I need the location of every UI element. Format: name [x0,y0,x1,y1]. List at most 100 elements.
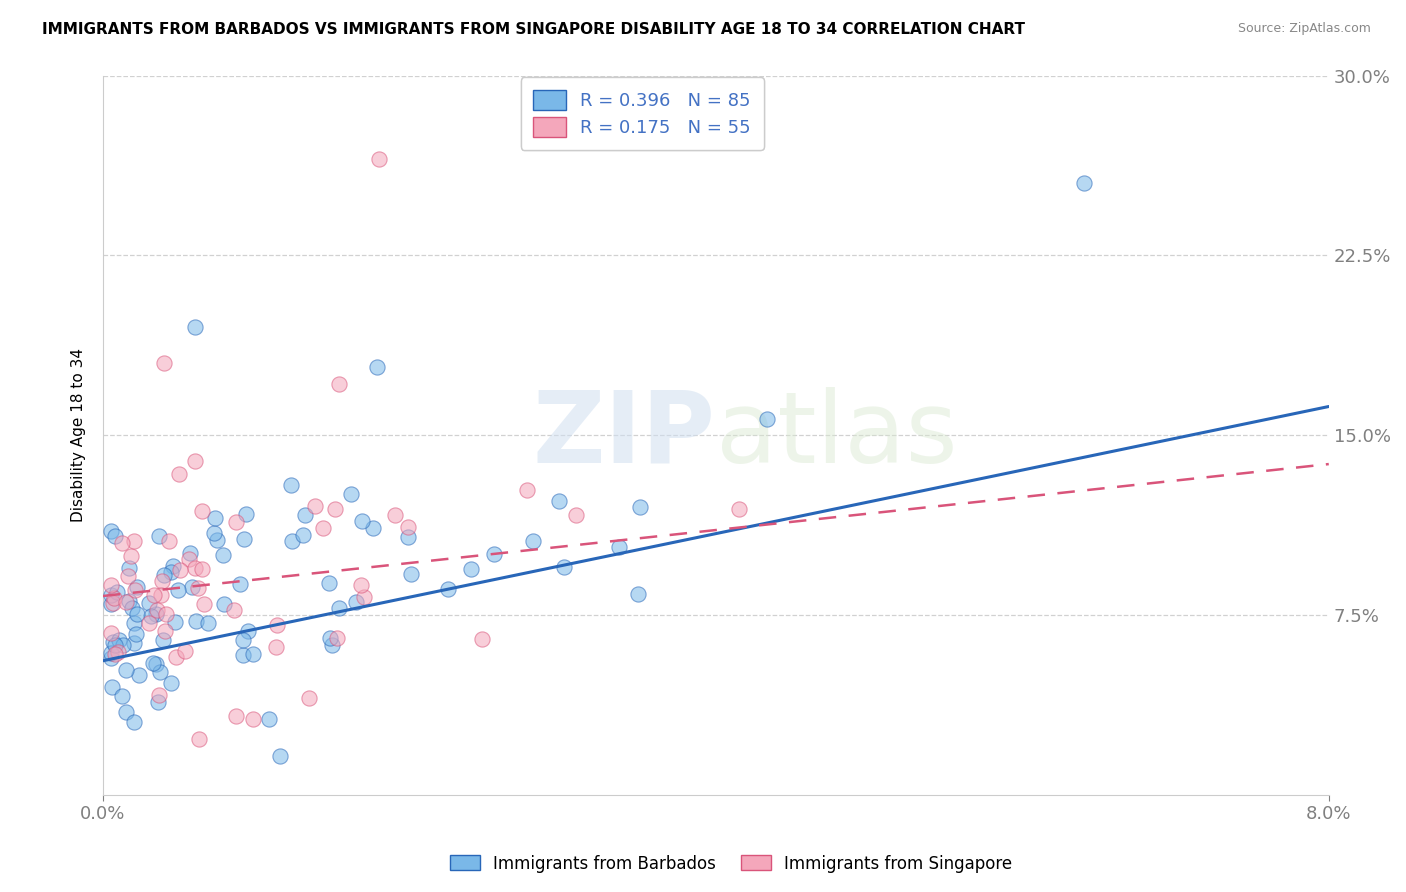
Text: atlas: atlas [716,387,957,483]
Point [609,541,631,555]
Point [100,524,122,538]
Point [141,609,163,624]
Point [269,749,291,764]
Point [350,578,373,592]
Point [125,580,148,594]
Point [118,561,141,575]
Point [111,690,134,704]
Point [242,647,264,661]
Point [148,529,170,543]
Point [350,514,373,528]
Point [153,356,176,370]
Point [266,618,288,632]
Point [153,568,176,582]
Text: Source: ZipAtlas.com: Source: ZipAtlas.com [1237,22,1371,36]
Point [232,648,254,662]
Point [125,627,148,641]
Point [100,651,122,665]
Point [103,591,125,605]
Point [111,536,134,550]
Point [165,649,187,664]
Point [321,638,343,652]
Point [104,638,127,652]
Point [756,412,779,426]
Point [291,527,314,541]
Point [547,494,569,508]
Point [103,634,125,648]
Point [142,656,165,670]
Point [326,631,349,645]
Point [264,640,287,654]
Point [159,676,181,690]
Point [115,706,138,720]
Point [340,487,363,501]
Point [191,504,214,518]
Point [100,626,122,640]
Point [150,574,173,588]
Point [516,483,538,497]
Point [298,691,321,706]
Point [211,548,233,562]
Point [122,615,145,630]
Point [100,588,122,602]
Point [163,615,186,630]
Point [107,645,129,659]
Point [179,546,201,560]
Point [259,712,281,726]
Point [115,595,138,609]
Point [124,582,146,597]
Point [155,624,177,639]
Point [145,603,167,617]
Point [396,530,419,544]
Point [236,624,259,639]
Point [180,580,202,594]
Point [353,590,375,604]
Point [111,638,134,652]
Point [148,695,170,709]
Point [522,533,544,548]
Point [460,561,482,575]
Point [160,565,183,579]
Legend: Immigrants from Barbados, Immigrants from Singapore: Immigrants from Barbados, Immigrants fro… [443,848,1019,880]
Point [145,607,167,621]
Point [627,587,650,601]
Point [231,632,253,647]
Point [159,533,181,548]
Point [728,501,751,516]
Text: ZIP: ZIP [533,387,716,483]
Point [104,528,127,542]
Point [242,712,264,726]
Point [169,563,191,577]
Point [150,588,173,602]
Point [167,582,190,597]
Point [184,320,207,334]
Point [167,467,190,481]
Point [280,534,302,549]
Point [193,597,215,611]
Point [553,559,575,574]
Point [363,521,385,535]
Point [122,636,145,650]
Text: IMMIGRANTS FROM BARBADOS VS IMMIGRANTS FROM SINGAPORE DISABILITY AGE 18 TO 34 CO: IMMIGRANTS FROM BARBADOS VS IMMIGRANTS F… [42,22,1025,37]
Point [304,500,326,514]
Point [366,360,388,375]
Point [204,510,226,524]
Point [437,582,460,596]
Point [152,632,174,647]
Point [186,614,208,628]
Point [318,576,340,591]
Point [128,667,150,681]
Point [212,597,235,611]
Point [103,647,125,661]
Point [184,454,207,468]
Point [148,688,170,702]
Point [117,569,139,583]
Point [318,631,340,645]
Point [482,547,505,561]
Point [187,581,209,595]
Point [399,566,422,581]
Point [120,549,142,564]
Point [235,507,257,521]
Point [155,607,177,621]
Point [232,532,254,546]
